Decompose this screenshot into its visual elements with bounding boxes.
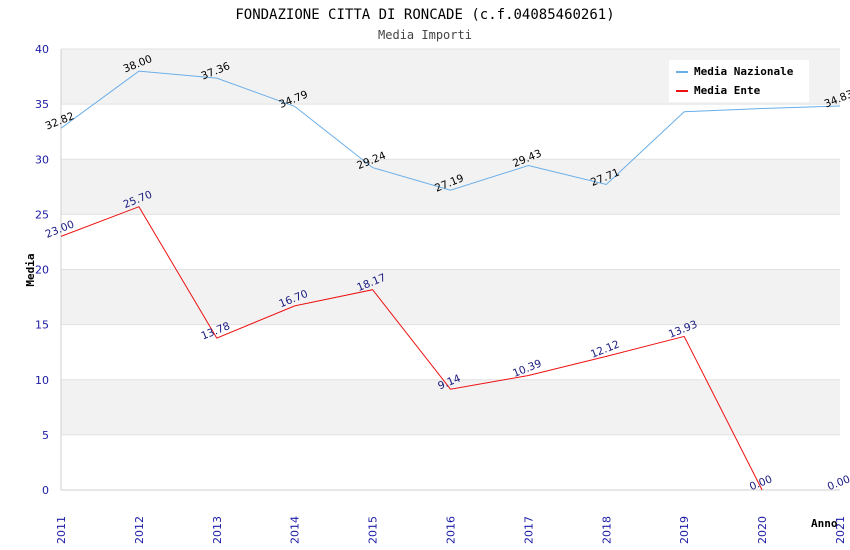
legend: Media Nazionale Media Ente (669, 60, 809, 102)
y-tick-label: 35 (35, 98, 49, 111)
grid-band (61, 324, 840, 380)
x-tick-label: 2013 (211, 516, 224, 544)
x-tick-label: 2019 (678, 516, 691, 544)
grid-band (61, 269, 840, 325)
y-tick-label: 25 (35, 208, 49, 221)
x-tick-label: 2020 (756, 516, 769, 544)
x-tick-label: 2014 (289, 516, 302, 544)
y-tick-label: 15 (35, 319, 49, 332)
grid-band (61, 434, 840, 490)
y-tick-label: 20 (35, 264, 49, 277)
y-tick-label: 10 (35, 374, 49, 387)
series-line-media-ente (60, 206, 763, 491)
y-tick-label: 0 (42, 484, 49, 497)
y-tick-label: 5 (42, 429, 49, 442)
series-lines (60, 70, 841, 491)
x-tick-label: 2012 (133, 516, 146, 544)
legend-label-media-nazionale: Media Nazionale (694, 65, 794, 78)
legend-box (669, 60, 809, 102)
x-tick-label: 2018 (600, 516, 613, 544)
grid-band (61, 214, 840, 270)
x-tick-label: 2016 (445, 516, 458, 544)
x-tick-label: 2011 (55, 516, 68, 544)
chart-title: FONDAZIONE CITTA DI RONCADE (c.f.0408546… (235, 7, 614, 23)
x-tick-label: 2015 (367, 516, 380, 544)
y-tick-label: 30 (35, 153, 49, 166)
x-tick-label: 2021 (834, 516, 847, 544)
legend-label-media-ente: Media Ente (694, 84, 761, 97)
grid-band (61, 104, 840, 160)
y-axis-ticks: 0 5 10 15 20 25 30 35 40 (35, 43, 49, 497)
grid-band (61, 159, 840, 215)
y-axis-label: Media (24, 253, 37, 286)
y-tick-label: 40 (35, 43, 49, 56)
series-line-media-nazionale (60, 70, 841, 191)
x-axis-ticks: 2011 2012 2013 2014 2015 2016 2017 2018 2019 2020… (55, 516, 847, 544)
x-axis-label: Anno (811, 517, 838, 530)
chart-subtitle: Media Importi (378, 28, 472, 42)
x-tick-label: 2017 (522, 516, 535, 544)
grid-bands (60, 48, 840, 491)
